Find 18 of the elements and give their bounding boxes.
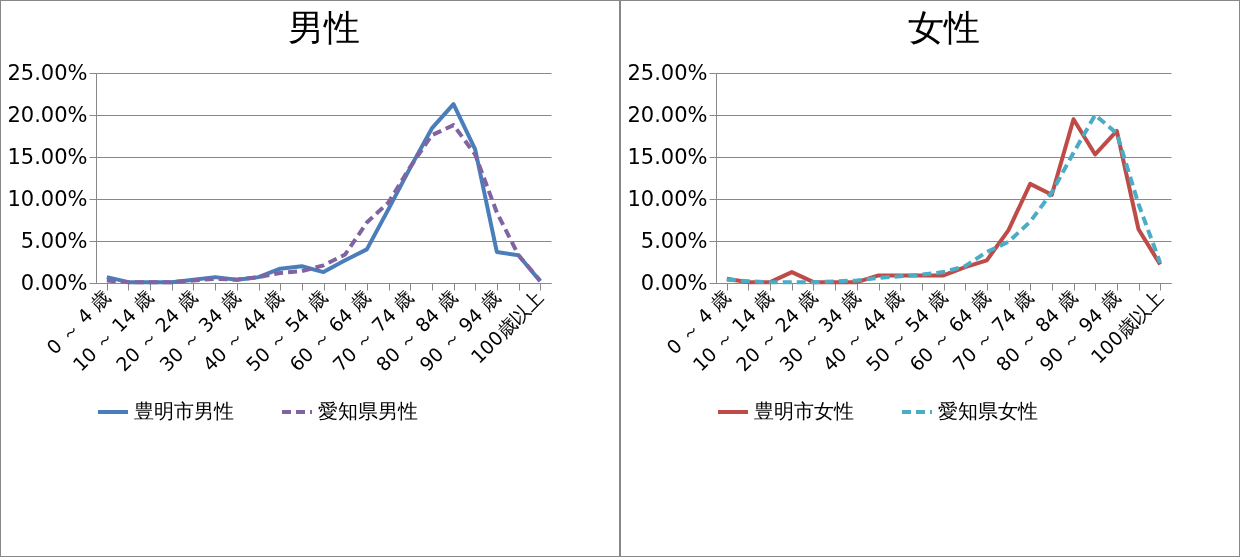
legend-label: 豊明市男性	[134, 399, 234, 423]
legend-label: 豊明市女性	[754, 399, 854, 423]
y-tick-label: 5.00%	[20, 228, 88, 253]
y-tick-label: 0.00%	[640, 270, 708, 295]
y-tick-label: 20.00%	[7, 102, 88, 127]
y-tick-label: 10.00%	[627, 186, 708, 211]
chart-title: 女性	[907, 7, 980, 48]
y-tick-label: 0.00%	[20, 270, 88, 295]
y-tick-label: 10.00%	[7, 186, 88, 211]
y-tick-label: 25.00%	[7, 60, 88, 85]
y-tick-label: 25.00%	[627, 60, 708, 85]
y-tick-label: 5.00%	[640, 228, 708, 253]
legend-label: 愛知県男性	[318, 399, 418, 423]
y-tick-label: 20.00%	[627, 102, 708, 127]
y-tick-label: 15.00%	[7, 144, 88, 169]
y-tick-label: 15.00%	[627, 144, 708, 169]
chart-title: 男性	[287, 7, 360, 48]
legend-label: 愛知県女性	[938, 399, 1038, 423]
